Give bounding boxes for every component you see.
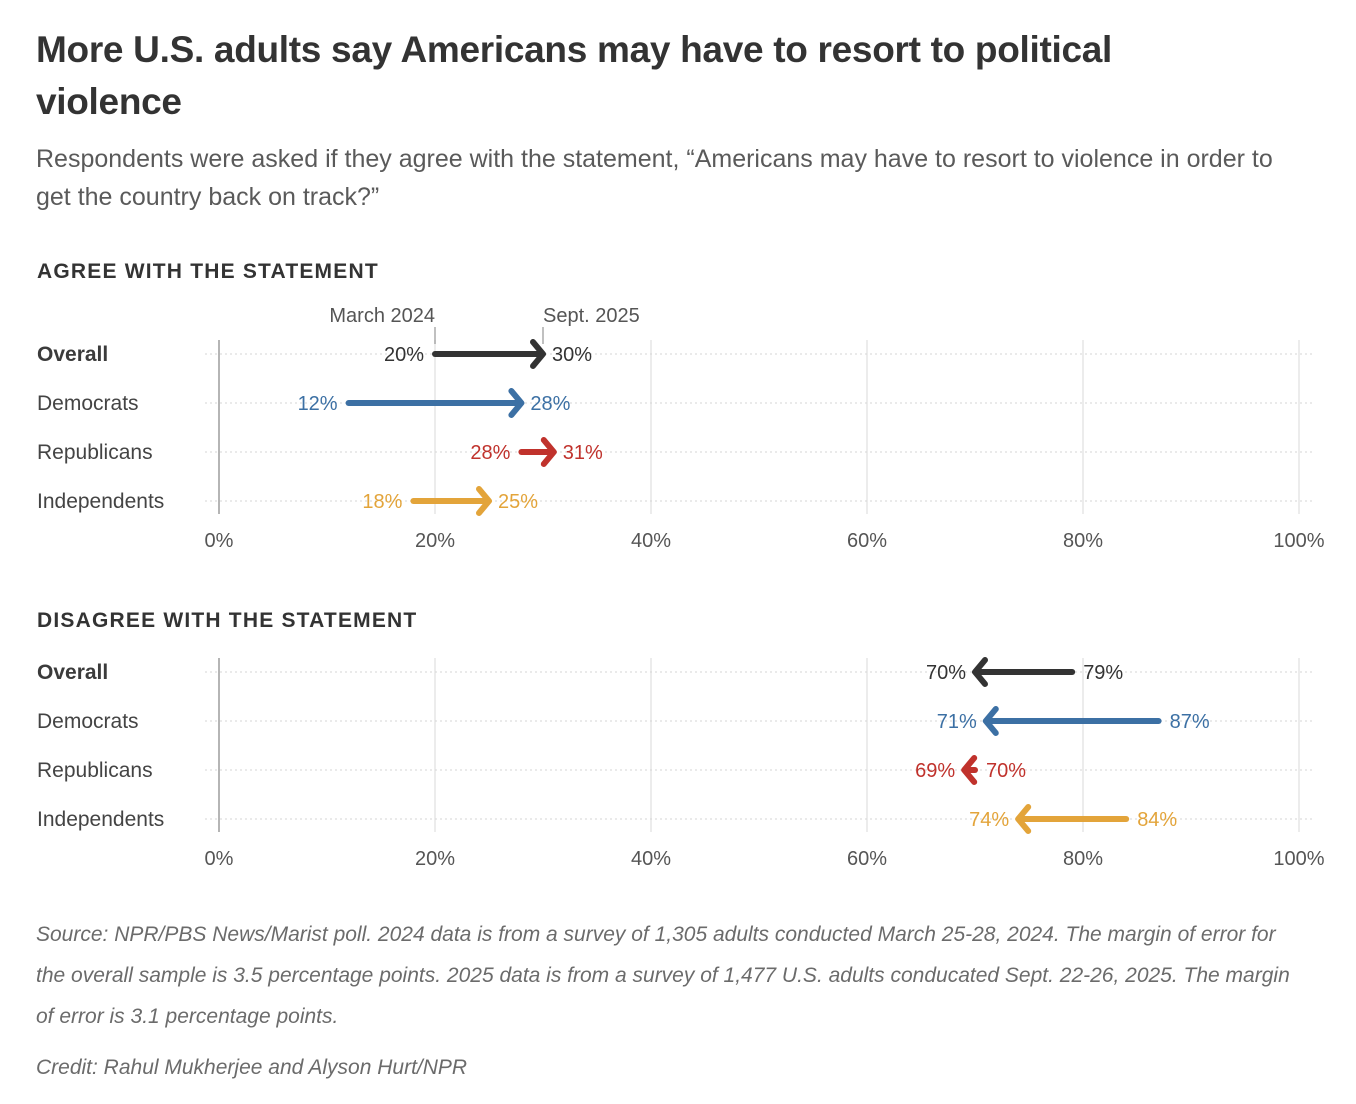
agree-from-value-label: 28% — [470, 442, 510, 464]
credit-note: Credit: Rahul Mukherjee and Alyson Hurt/… — [36, 1056, 468, 1079]
agree-section-title: AGREE WITH THE STATEMENT — [37, 260, 379, 283]
disagree-from-value-label: 84% — [1137, 809, 1177, 831]
agree-to-value-label: 28% — [530, 393, 570, 415]
disagree-arrow-head — [1015, 804, 1032, 834]
disagree-x-tick-label: 20% — [415, 848, 455, 870]
disagree-x-tick-label: 80% — [1063, 848, 1103, 870]
agree-from-value-label: 12% — [298, 393, 338, 415]
agree-arrow-head — [540, 437, 557, 467]
disagree-to-value-label: 70% — [926, 662, 966, 684]
agree-x-tick-label: 0% — [205, 530, 234, 552]
disagree-row-label-overall: Overall — [37, 661, 108, 684]
disagree-arrow-head — [982, 706, 999, 736]
disagree-to-value-label: 74% — [969, 809, 1009, 831]
agree-to-value-label: 30% — [552, 344, 592, 366]
agree-x-tick-label: 60% — [847, 530, 887, 552]
agree-to-value-label: 31% — [563, 442, 603, 464]
disagree-from-value-label: 79% — [1083, 662, 1123, 684]
agree-x-tick-label: 40% — [631, 530, 671, 552]
agree-to-value-label: 25% — [498, 491, 538, 513]
disagree-to-value-label: 71% — [937, 711, 977, 733]
disagree-row-label-republicans: Republicans — [37, 759, 153, 782]
agree-row-label-overall: Overall — [37, 343, 108, 366]
agree-arrow-head — [530, 339, 546, 369]
disagree-arrow-head — [961, 755, 978, 785]
agree-from-value-label: 20% — [384, 344, 424, 366]
disagree-row-label-independents: Independents — [37, 808, 164, 831]
agree-x-tick-label: 80% — [1063, 530, 1103, 552]
disagree-arrow-head — [972, 657, 988, 687]
chart-subtitle: Respondents were asked if they agree wit… — [36, 145, 1273, 211]
disagree-row-label-democrats: Democrats — [37, 710, 139, 733]
disagree-from-value-label: 70% — [986, 760, 1026, 782]
agree-arrow-head — [508, 388, 525, 418]
disagree-x-tick-label: 100% — [1273, 848, 1324, 870]
agree-from-value-label: 18% — [362, 491, 402, 513]
disagree-section-title: DISAGREE WITH THE STATEMENT — [37, 609, 418, 632]
agree-row-label-republicans: Republicans — [37, 441, 153, 464]
agree-x-tick-label: 100% — [1273, 530, 1324, 552]
to-date-label: Sept. 2025 — [543, 305, 640, 327]
agree-row-label-independents: Independents — [37, 490, 164, 513]
disagree-x-tick-label: 0% — [205, 848, 234, 870]
source-note: Source: NPR/PBS News/Marist poll. 2024 d… — [36, 923, 1290, 1028]
agree-row-label-democrats: Democrats — [37, 392, 139, 415]
agree-arrow-head — [476, 486, 492, 516]
chart-title: More U.S. adults say Americans may have … — [36, 29, 1112, 122]
disagree-x-tick-label: 40% — [631, 848, 671, 870]
disagree-to-value-label: 69% — [915, 760, 955, 782]
disagree-x-tick-label: 60% — [847, 848, 887, 870]
disagree-from-value-label: 87% — [1170, 711, 1210, 733]
from-date-label: March 2024 — [329, 305, 435, 327]
agree-x-tick-label: 20% — [415, 530, 455, 552]
